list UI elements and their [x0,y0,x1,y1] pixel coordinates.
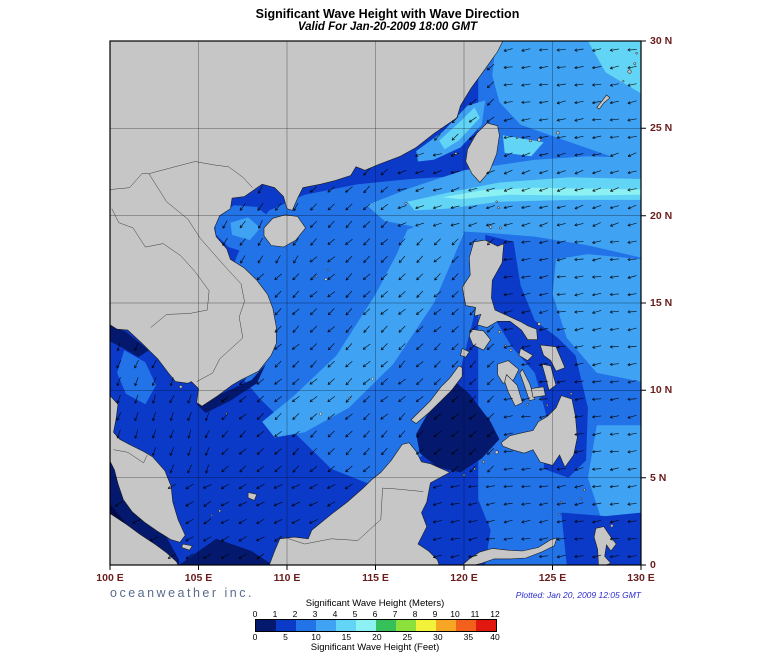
legend-meters-label: Significant Wave Height (Meters) [305,598,445,609]
legend-meters-tick: 8 [412,609,418,619]
legend-meters-tick: 3 [312,609,318,619]
brand-text: oceanweather inc. [110,586,254,600]
lon-tick-label: 110 E [273,572,301,584]
plotted-timestamp: Plotted: Jan 20, 2009 12:05 GMT [515,590,641,600]
legend-colorbar-segment [376,620,396,631]
legend-feet-tick: 20 [372,632,382,642]
legend-feet-tick: 25 [402,632,413,642]
lon-tick-label: 130 E [627,572,655,584]
lat-tick-label: 5 N [650,471,667,484]
legend-feet-tick: 5 [283,632,288,642]
legend-colorbar-segment [356,620,376,631]
lon-tick-label: 105 E [184,572,213,584]
legend-meters-tick: 6 [372,609,378,619]
legend-colorbar-segment [456,620,476,631]
lon-tick-label: 115 E [362,572,389,584]
legend-colorbar-segment [256,620,276,631]
legend-meters-tick: 11 [470,609,480,619]
lat-tick-label: 15 N [650,297,673,309]
lat-tick-label: 0 [650,559,656,571]
map-plot [109,40,646,570]
lat-tick-label: 10 N [650,384,673,397]
lat-tick-label: 25 N [650,122,673,135]
legend-colorbar-segment [436,620,456,631]
legend-meters-tick: 5 [352,609,358,619]
legend-feet-label: Significant Wave Height (Feet) [310,642,440,653]
legend-meters-tick: 12 [490,609,500,619]
legend-meters-tick: 2 [292,609,298,619]
legend-colorbar-segment [316,620,336,631]
page-subtitle: Valid For Jan-20-2009 18:00 GMT [297,21,478,33]
legend-colorbar-segment [276,620,296,631]
legend-colorbar-segment [476,620,496,631]
legend-meters-tick: 1 [272,609,278,619]
legend-feet-tick: 0 [252,632,258,642]
legend-feet-tick: 40 [490,632,500,642]
legend-meters-tick: 7 [392,609,398,619]
legend-meters-scale: 0 1 2 3 4 5 6 7 8 9 10 11 12 [252,609,500,619]
page-title: Significant Wave Height with Wave Direct… [255,7,520,21]
legend-feet-tick: 10 [311,632,321,642]
legend-colorbar-segment [396,620,416,631]
legend-feet-tick: 30 [433,632,443,642]
legend-meters-tick: 9 [432,609,438,619]
lat-tick-label: 20 N [650,209,673,222]
legend-feet-tick: 15 [341,632,352,642]
legend-colorbar [255,619,497,632]
wave-map-svg [109,40,646,570]
legend-colorbar-segment [416,620,436,631]
legend-colorbar-segment [336,620,356,631]
legend-meters-tick: 0 [252,609,258,619]
legend-colorbar-segment [296,620,316,631]
legend-feet-scale: 0 5 10 15 20 25 30 35 40 [252,632,500,642]
lat-tick-label: 30 N [650,35,673,47]
legend-meters-tick: 4 [332,609,338,619]
lon-tick-label: 120 E [450,572,478,584]
legend-feet-tick: 35 [463,632,474,642]
lon-tick-label: 100 E [96,572,124,584]
legend-meters-tick: 10 [450,609,460,619]
lon-tick-label: 125 E [538,572,567,584]
